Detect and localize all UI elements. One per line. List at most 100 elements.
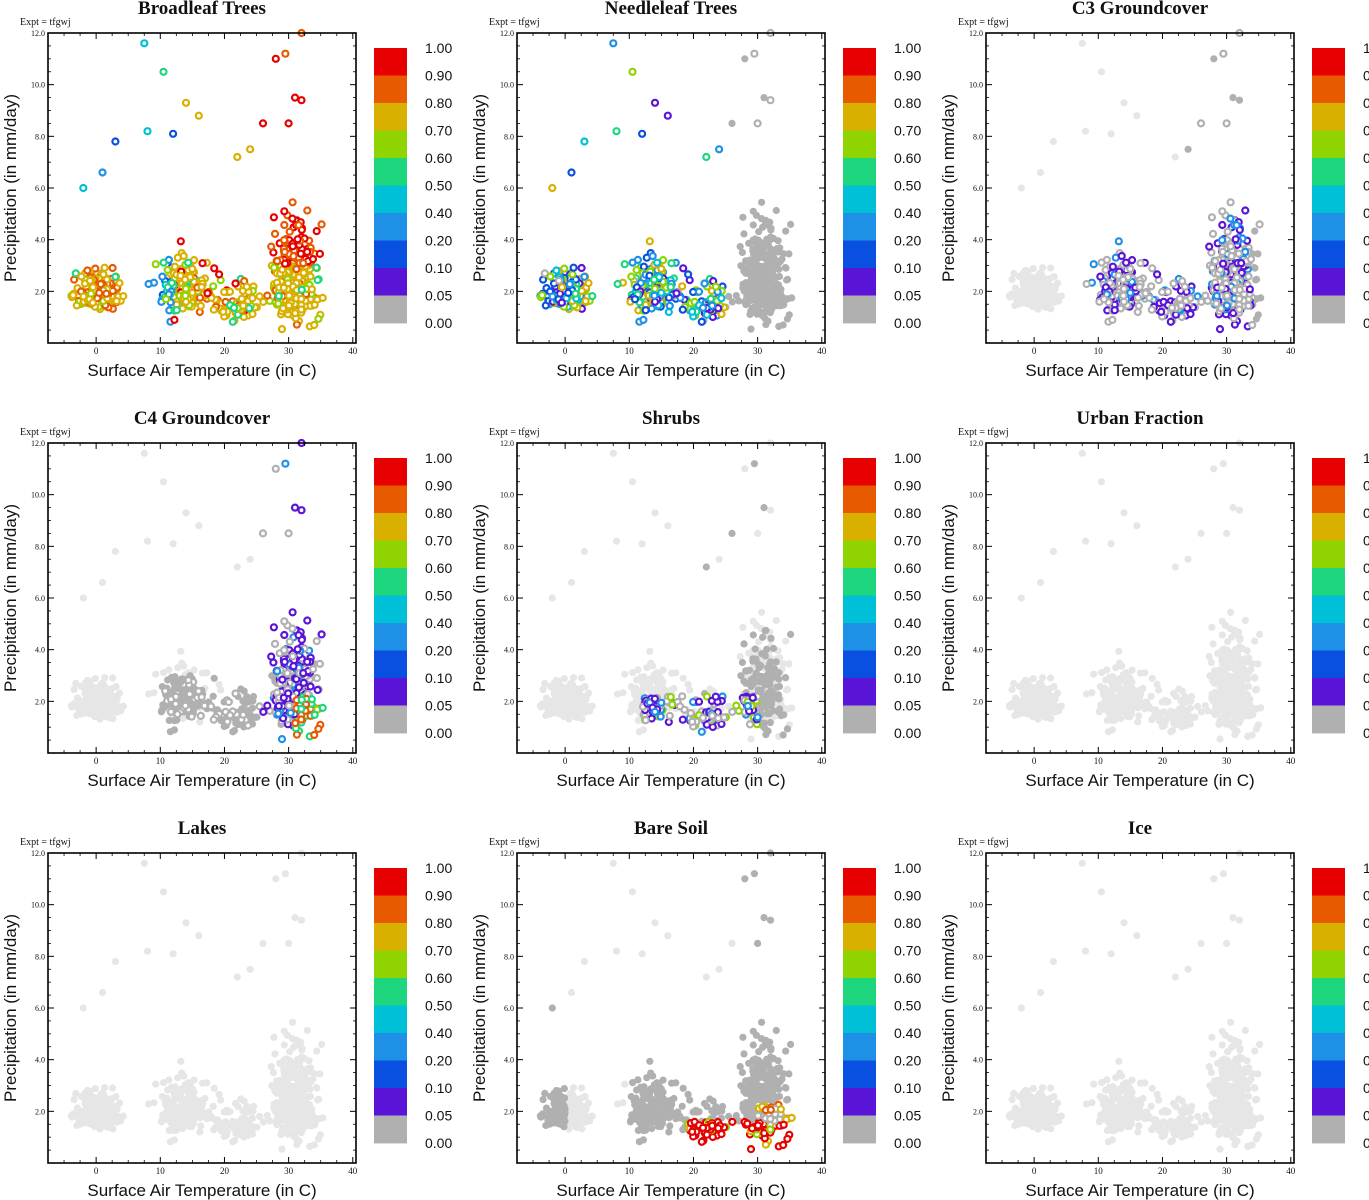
data-point (315, 659, 324, 668)
data-point (754, 301, 762, 310)
data-point (732, 292, 740, 300)
colorbar-box (1312, 240, 1345, 269)
data-point (569, 263, 578, 272)
x-tick-label: 10 (625, 346, 635, 356)
colorbar-label: 0.40 (1363, 205, 1369, 221)
data-point (297, 285, 306, 294)
data-point (255, 292, 264, 301)
x-tick-label: 40 (817, 756, 827, 766)
data-point (645, 237, 654, 246)
data-point (1024, 277, 1032, 285)
colorbar-label: 0.50 (425, 178, 452, 194)
data-point (100, 263, 109, 272)
data-point (749, 655, 757, 663)
data-point (1133, 293, 1143, 302)
y-tick-label: 4.0 (35, 236, 45, 245)
data-point (743, 701, 752, 711)
colorbar-box (1312, 185, 1345, 214)
data-point (161, 295, 171, 304)
colorbar-box (843, 240, 876, 269)
data-point (754, 660, 762, 668)
data-point (152, 670, 160, 678)
data-point (1082, 279, 1091, 289)
colorbar-box (843, 158, 876, 186)
data-point (233, 563, 241, 571)
data-point (1153, 270, 1162, 279)
data-point (281, 259, 290, 268)
data-point (1241, 206, 1250, 215)
colorbar-label: 0.60 (1363, 150, 1369, 166)
data-point (111, 547, 119, 556)
data-point (86, 687, 94, 695)
data-point (1248, 320, 1257, 330)
x-tick-label: 0 (94, 346, 99, 356)
data-point (785, 250, 793, 258)
data-point (239, 301, 248, 310)
data-point (766, 719, 774, 727)
data-point (70, 686, 78, 694)
data-point (679, 674, 687, 682)
data-point (68, 291, 78, 300)
data-point (281, 49, 290, 58)
data-point (766, 305, 774, 314)
colorbar-label: 0.20 (1363, 233, 1369, 249)
data-point (259, 707, 268, 716)
data-point (297, 294, 306, 303)
data-point (1201, 291, 1210, 300)
data-point (639, 315, 648, 324)
data-point (1218, 236, 1227, 245)
colorbar-label: 0.10 (894, 670, 921, 686)
data-point (312, 263, 321, 272)
expt-label: Expt = tfgwj (958, 17, 1009, 28)
data-point (750, 248, 758, 256)
colorbar-label: 0.70 (894, 123, 921, 139)
colorbar-label: 0.00 (425, 315, 452, 331)
data-point (248, 704, 256, 712)
data-point (753, 119, 762, 128)
data-point (267, 652, 276, 661)
x-tick-label: 30 (753, 346, 763, 356)
data-point (288, 652, 297, 661)
data-point (745, 720, 755, 729)
data-point (270, 639, 280, 648)
y-tick-label: 10.0 (969, 81, 983, 90)
x-tick-label: 40 (817, 346, 827, 356)
data-point (680, 705, 689, 714)
x-tick-label: 0 (563, 346, 568, 356)
data-point (666, 692, 675, 702)
data-point (708, 301, 717, 310)
colorbar-label: 0.40 (425, 205, 452, 221)
data-point (631, 705, 639, 713)
data-point (258, 119, 268, 128)
data-point (85, 276, 95, 285)
data-point (119, 702, 127, 710)
colorbar-box (1312, 103, 1345, 131)
data-point (182, 509, 190, 517)
data-point (95, 288, 104, 297)
data-point (698, 303, 708, 312)
data-point (557, 298, 566, 307)
data-point (657, 264, 666, 273)
data-point (310, 710, 319, 719)
data-point (170, 726, 178, 734)
data-point (747, 676, 755, 684)
data-points (67, 438, 327, 744)
colorbar-label: 0.70 (894, 533, 921, 549)
data-point (609, 39, 618, 48)
colorbar-box (843, 185, 876, 214)
data-point (750, 260, 758, 268)
data-point (762, 321, 770, 329)
x-tick-label: 10 (625, 756, 635, 766)
data-point (1219, 49, 1228, 58)
data-point (558, 709, 566, 717)
data-point (1232, 273, 1241, 282)
data-point (274, 709, 283, 718)
data-point (271, 464, 280, 473)
data-point (188, 264, 197, 273)
data-point (184, 676, 193, 685)
y-tick-label: 10.0 (500, 81, 514, 90)
data-point (1114, 237, 1123, 246)
data-point (288, 242, 297, 251)
data-point (299, 268, 308, 277)
